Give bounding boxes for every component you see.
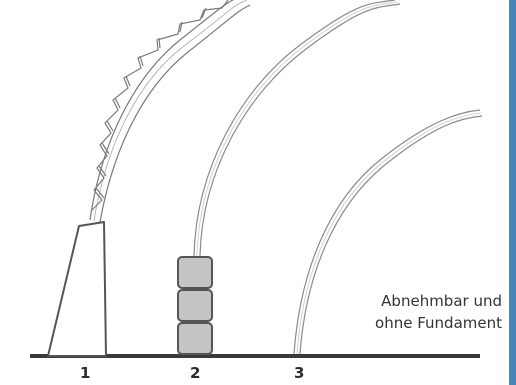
stacked-weights-2 — [177, 256, 213, 355]
tube-arch-3 — [293, 109, 483, 355]
label-variant-2: 2 — [190, 364, 201, 382]
tube-arch-2 — [193, 0, 401, 257]
annotation-line-2: ohne Fundament — [375, 314, 502, 332]
accent-border — [509, 0, 516, 385]
concrete-foundation-1 — [47, 221, 107, 357]
annotation-line-1: Abnehmbar und — [381, 292, 502, 310]
truss-arch-1 — [89, 0, 251, 223]
label-variant-3: 3 — [294, 364, 305, 382]
label-variant-1: 1 — [80, 364, 91, 382]
annotation-removable-no-foundation: Abnehmbar und ohne Fundament — [302, 290, 502, 334]
